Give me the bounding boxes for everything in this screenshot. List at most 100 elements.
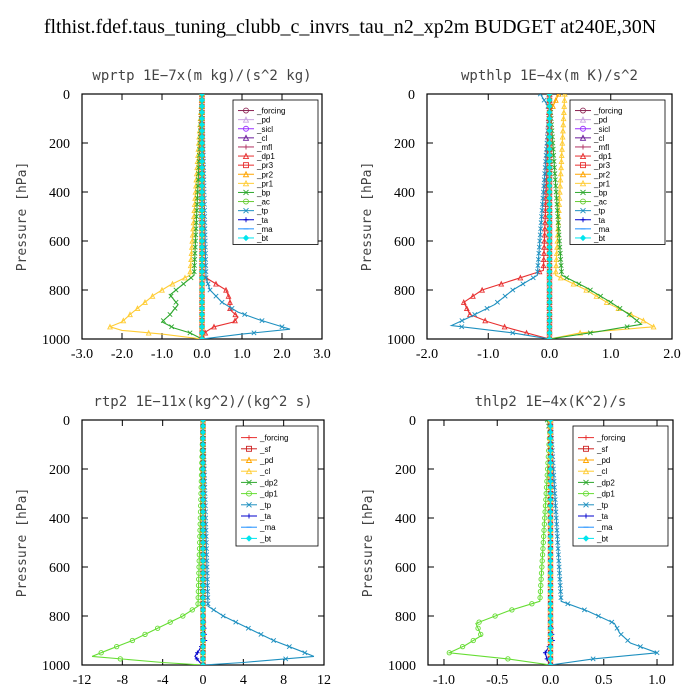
data-point xyxy=(546,109,553,116)
data-point xyxy=(200,588,206,595)
data-point xyxy=(546,152,553,159)
data-point xyxy=(200,643,206,650)
legend-marker xyxy=(243,217,249,223)
legend-marker xyxy=(246,490,252,497)
data-point xyxy=(199,293,205,300)
data-point xyxy=(200,662,206,665)
data-point xyxy=(200,459,206,466)
data-point xyxy=(459,318,465,324)
data-point xyxy=(558,588,564,595)
data-point xyxy=(199,182,205,189)
data-point xyxy=(194,195,200,201)
data-point xyxy=(618,631,624,637)
x-tick-label: -2.0 xyxy=(111,347,133,362)
data-point xyxy=(546,127,553,134)
data-point xyxy=(192,244,198,250)
data-point xyxy=(199,311,205,318)
legend-entry: _cl xyxy=(259,467,270,476)
data-point xyxy=(541,521,548,527)
data-point xyxy=(608,299,614,305)
data-point xyxy=(538,570,545,576)
data-point xyxy=(200,545,206,552)
legend-marker xyxy=(582,535,590,542)
data-point xyxy=(127,311,133,318)
data-point xyxy=(187,330,193,336)
data-point xyxy=(556,188,563,195)
data-point xyxy=(603,299,610,305)
series-tp xyxy=(547,420,660,665)
data-point xyxy=(552,177,558,183)
data-point xyxy=(547,655,554,662)
data-point xyxy=(200,508,206,515)
legend-marker xyxy=(243,207,249,214)
legend-marker xyxy=(579,152,587,159)
legend-entry: _ma xyxy=(593,225,610,234)
legend-box xyxy=(569,99,666,245)
data-point xyxy=(199,140,205,146)
series-line xyxy=(91,420,204,665)
data-point xyxy=(547,619,554,626)
data-point xyxy=(546,305,553,312)
data-point xyxy=(200,420,206,423)
data-point xyxy=(205,601,211,607)
data-point xyxy=(199,329,205,336)
data-point xyxy=(546,195,553,202)
data-point xyxy=(199,256,205,263)
legend-marker xyxy=(242,179,250,187)
x-tick-label: -2.0 xyxy=(416,347,438,362)
data-point xyxy=(547,447,554,454)
data-point xyxy=(547,515,554,521)
data-point xyxy=(557,576,563,582)
x-tick-label: 12 xyxy=(317,673,331,688)
data-point xyxy=(541,231,548,238)
data-point xyxy=(199,109,205,116)
data-point xyxy=(129,637,136,644)
data-point xyxy=(535,269,541,275)
data-point xyxy=(194,656,200,662)
data-point xyxy=(555,94,562,97)
x-tick-label: -3.0 xyxy=(71,347,93,362)
legend-entry: _ta xyxy=(256,216,269,225)
data-point xyxy=(302,650,308,656)
data-point xyxy=(204,570,210,576)
data-point xyxy=(200,435,206,442)
data-point xyxy=(557,182,564,189)
legend-marker xyxy=(579,234,587,242)
data-point xyxy=(200,515,206,521)
legend-entry: _tp xyxy=(596,501,609,510)
data-point xyxy=(509,607,515,613)
legend-entry: _ac xyxy=(256,198,270,207)
data-point xyxy=(546,274,553,281)
legend-marker xyxy=(243,162,249,169)
data-point xyxy=(200,533,206,540)
data-point xyxy=(555,213,561,220)
data-point xyxy=(149,292,156,299)
data-point xyxy=(587,330,593,336)
data-point xyxy=(546,140,553,146)
data-point xyxy=(614,625,620,631)
x-tick-label: 0 xyxy=(200,673,207,688)
data-point xyxy=(542,650,548,655)
data-point xyxy=(193,226,199,232)
data-point xyxy=(547,478,554,485)
data-point xyxy=(551,164,557,171)
data-point xyxy=(546,231,553,238)
data-point xyxy=(547,625,554,632)
series-pr1 xyxy=(547,94,657,339)
data-point xyxy=(192,250,198,256)
data-point xyxy=(553,515,559,521)
y-tick-label: 200 xyxy=(394,137,415,152)
y-axis-label: Pressure [hPa] xyxy=(15,162,30,272)
data-point xyxy=(232,311,239,318)
legend-marker xyxy=(583,513,589,519)
data-point xyxy=(169,280,176,287)
data-point xyxy=(558,262,564,269)
data-point xyxy=(200,539,206,546)
data-point xyxy=(199,287,205,293)
chart-title: wpthlp 1E−4x(m K)/s^2 xyxy=(461,68,638,84)
data-point xyxy=(107,323,113,330)
data-point xyxy=(547,662,554,665)
data-point xyxy=(204,582,210,588)
legend-marker xyxy=(246,479,252,486)
